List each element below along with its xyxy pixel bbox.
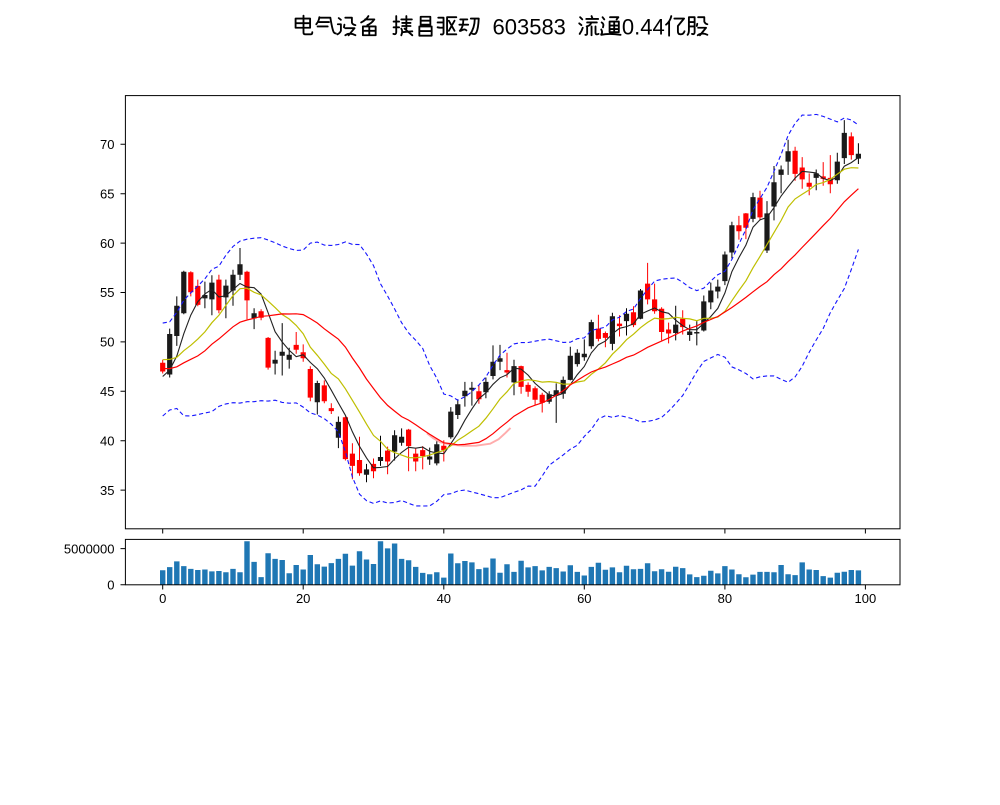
svg-text:100: 100 — [855, 591, 877, 606]
svg-text:70: 70 — [100, 137, 114, 152]
svg-text:80: 80 — [718, 591, 732, 606]
svg-text:65: 65 — [100, 186, 114, 201]
svg-text:0: 0 — [159, 591, 166, 606]
svg-text:35: 35 — [100, 483, 114, 498]
svg-text:0.44: 0.44 — [622, 14, 665, 39]
svg-text:40: 40 — [437, 591, 451, 606]
svg-text:20: 20 — [296, 591, 310, 606]
svg-text:0: 0 — [107, 578, 114, 593]
svg-text:40: 40 — [100, 433, 114, 448]
svg-text:50: 50 — [100, 335, 114, 350]
svg-text:603583: 603583 — [493, 14, 566, 39]
svg-text:45: 45 — [100, 384, 114, 399]
svg-text:5000000: 5000000 — [64, 541, 115, 556]
svg-text:55: 55 — [100, 285, 114, 300]
svg-text:60: 60 — [100, 236, 114, 251]
svg-text:60: 60 — [577, 591, 591, 606]
